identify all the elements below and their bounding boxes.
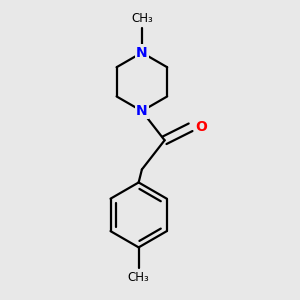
- Text: N: N: [136, 104, 148, 118]
- Text: N: N: [136, 46, 148, 60]
- Text: CH₃: CH₃: [131, 12, 153, 25]
- Text: O: O: [195, 120, 207, 134]
- Text: CH₃: CH₃: [128, 271, 149, 284]
